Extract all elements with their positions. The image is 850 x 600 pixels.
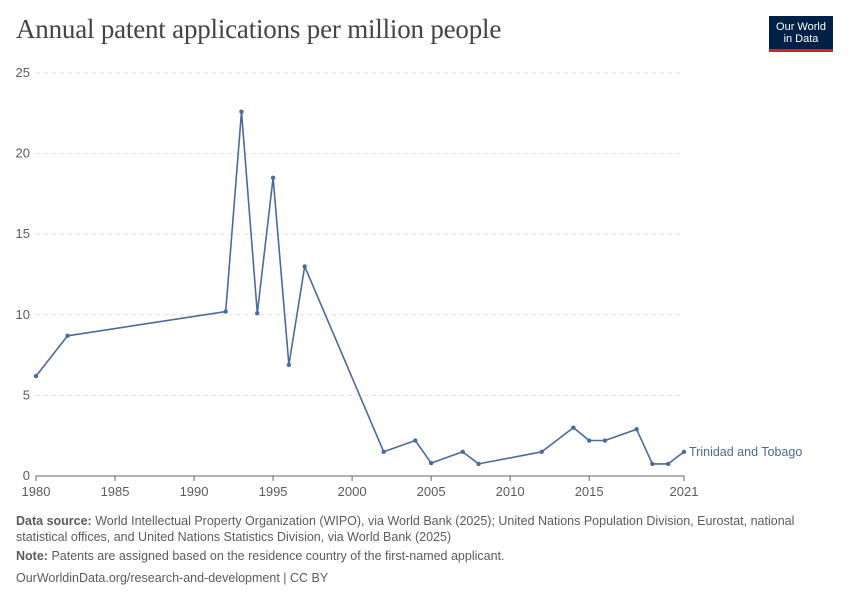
- data-point: [665, 461, 671, 467]
- data-point: [413, 438, 418, 443]
- x-tick-label: 2010: [496, 484, 525, 499]
- chart-note: Note: Patents are assigned based on the …: [16, 548, 831, 564]
- x-tick-label: 1980: [22, 484, 51, 499]
- x-tick-label: 2000: [338, 484, 367, 499]
- chart-title: Annual patent applications per million p…: [16, 14, 502, 44]
- data-point: [460, 449, 465, 455]
- data-point: [33, 373, 39, 379]
- data-point: [539, 449, 544, 455]
- data-point: [223, 309, 228, 314]
- y-axis-ticks: 0 5 10 15 20 25: [16, 65, 30, 483]
- line-chart: 0 5 10 15 20 25 1980 1985 1990 1995 2000 2005 2010 2…: [16, 65, 803, 499]
- data-point: [65, 333, 70, 338]
- data-point: [634, 427, 639, 432]
- owid-logo[interactable]: Our World in Data: [769, 16, 833, 52]
- x-tick-label: 2021: [670, 484, 699, 499]
- series-label: Trinidad and Tobago: [689, 445, 802, 459]
- data-point: [381, 449, 386, 455]
- y-tick-label: 10: [16, 307, 30, 322]
- source-url[interactable]: OurWorldinData.org/research-and-developm…: [16, 571, 329, 585]
- x-tick-label: 2005: [417, 484, 446, 499]
- x-tick-label: 2015: [575, 484, 604, 499]
- y-tick-label: 5: [23, 387, 30, 402]
- data-point: [302, 264, 307, 269]
- y-tick-label: 15: [16, 226, 30, 241]
- y-tick-label: 25: [16, 65, 30, 80]
- data-source: Data source: World Intellectual Property…: [16, 513, 831, 545]
- x-tick-label: 1985: [101, 484, 130, 499]
- note-label: Note:: [16, 549, 48, 563]
- data-point: [270, 175, 276, 180]
- data-point: [602, 438, 608, 443]
- series-line: [35, 110, 685, 465]
- data-point: [286, 362, 292, 367]
- data-point: [586, 438, 592, 443]
- logo-line-1: Our World: [776, 21, 826, 33]
- data-point: [476, 461, 481, 467]
- data-point: [255, 310, 260, 316]
- x-tick-label: 1990: [180, 484, 209, 499]
- data-point: [428, 460, 434, 466]
- data-source-text: World Intellectual Property Organization…: [16, 514, 795, 544]
- y-tick-label: 0: [23, 468, 30, 483]
- gridlines: [36, 72, 684, 396]
- y-tick-label: 20: [16, 146, 30, 161]
- data-point: [681, 449, 687, 455]
- logo-line-2: in Data: [783, 33, 819, 45]
- data-point: [650, 461, 655, 467]
- note-text: Patents are assigned based on the reside…: [51, 549, 505, 563]
- data-point: [239, 109, 244, 114]
- data-source-label: Data source:: [16, 514, 92, 528]
- x-axis-ticks: 1980 1985 1990 1995 2000 2005 2010 2015 2021: [22, 475, 699, 499]
- data-point: [571, 425, 576, 430]
- x-tick-label: 1995: [259, 484, 288, 499]
- series-layer: Trinidad and Tobago: [33, 109, 802, 467]
